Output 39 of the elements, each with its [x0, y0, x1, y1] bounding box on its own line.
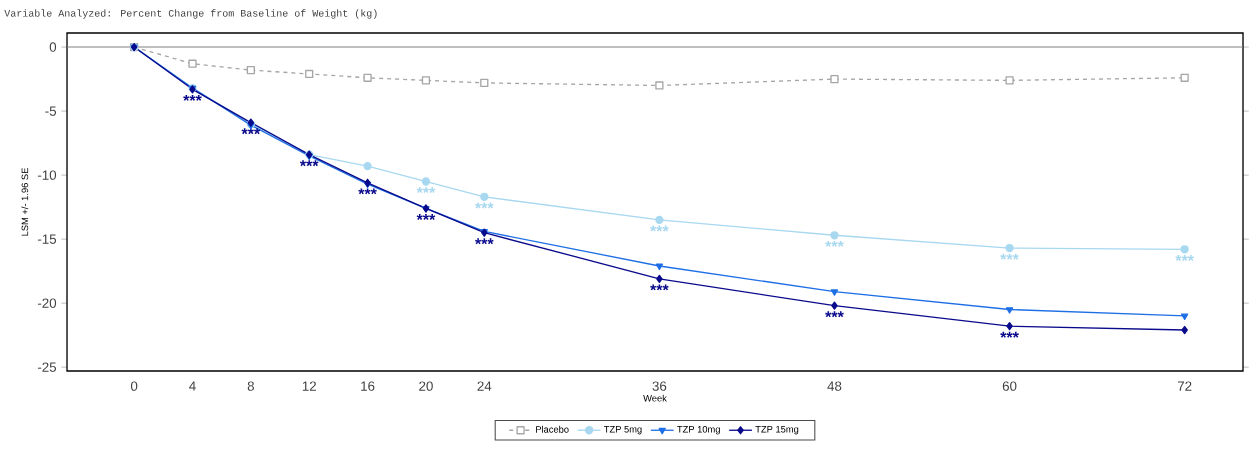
x-tick-label: 72	[1177, 381, 1192, 391]
x-tick-label: 16	[361, 381, 375, 391]
annotation: ***	[650, 284, 669, 291]
x-tick-label: 0	[130, 381, 138, 391]
annotation: ***	[183, 94, 202, 101]
annotation: ***	[475, 202, 494, 209]
x-tick-label: 36	[652, 381, 667, 391]
annotation: ***	[1000, 331, 1019, 338]
legend-label: TZP 5mg	[603, 426, 642, 435]
y-tick-label: -5	[45, 106, 57, 116]
annotation: ***	[241, 128, 261, 135]
legend-label: TZP 15mg	[755, 426, 799, 435]
annotation: ***	[475, 238, 494, 245]
x-axis-title: Week	[643, 394, 667, 402]
annotation: ***	[825, 311, 844, 318]
y-tick-label: 0	[49, 42, 57, 52]
annotation: ***	[650, 225, 669, 232]
annotation: ***	[416, 187, 436, 194]
x-tick-label: 8	[247, 381, 254, 391]
chart-title: Variable Analyzed: Percent Change from Baseline of Weight (kg)	[4, 9, 377, 19]
legend-label: Placebo	[536, 425, 569, 433]
annotation: ***	[1000, 253, 1019, 260]
y-axis-title: LSM +/- 1.96 SE	[21, 168, 29, 236]
x-tick-label: 20	[419, 381, 433, 391]
x-tick-label: 12	[302, 381, 316, 391]
annotation: ***	[299, 160, 319, 167]
y-tick-label: -10	[37, 170, 57, 180]
y-tick-label: -20	[37, 298, 57, 308]
x-tick-label: 60	[1002, 381, 1017, 391]
annotation: ***	[416, 214, 436, 220]
annotation: ***	[358, 188, 377, 195]
y-tick-label: -15	[37, 234, 57, 244]
x-tick-label: 4	[189, 381, 196, 391]
x-tick-label: 24	[477, 381, 492, 391]
x-tick-label: 48	[827, 381, 842, 391]
annotation: ***	[1175, 254, 1194, 261]
annotation: ***	[825, 240, 844, 247]
y-tick-label: -25	[37, 362, 57, 372]
legend-label: TZP 10mg	[677, 426, 720, 435]
